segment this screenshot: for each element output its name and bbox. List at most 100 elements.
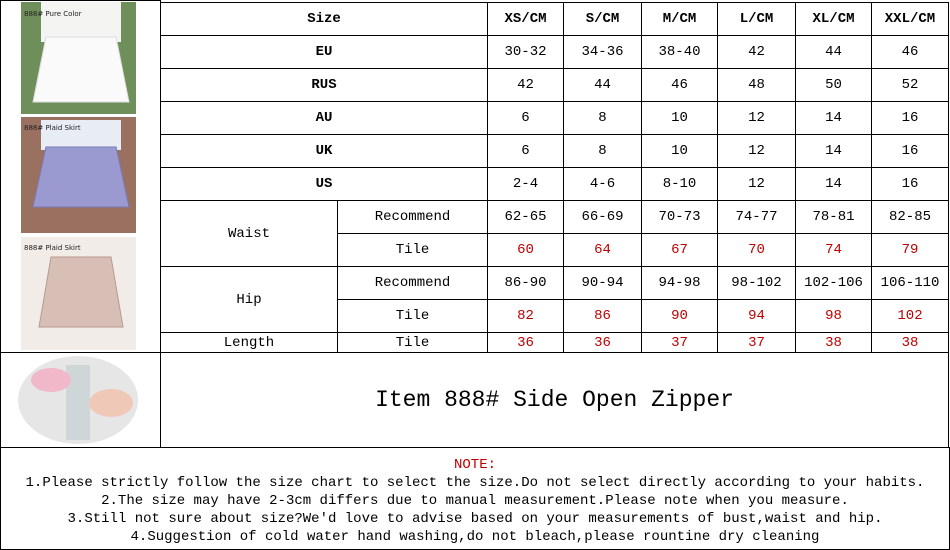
size-cell: 62-65 [487, 200, 564, 234]
row-label: US [160, 167, 488, 201]
group-label: Length [160, 332, 338, 353]
measure-label: Tile [337, 233, 488, 267]
photo-skirt [38, 256, 124, 328]
photo-skirt [32, 36, 130, 103]
header-cell: Size [160, 2, 488, 36]
notes-title: NOTE: [453, 457, 496, 473]
notes-box: NOTE: 1.Please strictly follow the size … [0, 447, 950, 550]
size-cell: 86-90 [487, 266, 564, 300]
size-cell: 44 [795, 35, 872, 69]
group-label: Waist [160, 200, 338, 267]
photos: 888# Pure Color 888# Plaid Skirt 888# Pl… [21, 2, 136, 350]
size-cell: 94 [717, 299, 796, 333]
size-cell: 94-98 [641, 266, 718, 300]
photo-column: 888# Pure Color 888# Plaid Skirt 888# Pl… [0, 0, 161, 353]
photo-caption: 888# Pure Color [24, 10, 82, 18]
size-cell: 98 [795, 299, 872, 333]
size-cell: 44 [563, 68, 642, 102]
size-cell: 38 [871, 332, 949, 353]
notes: NOTE: 1.Please strictly follow the size … [1, 448, 949, 546]
size-cell: 14 [795, 134, 872, 168]
size-cell: 16 [871, 101, 949, 135]
size-cell: 74-77 [717, 200, 796, 234]
photo-caption: 888# Plaid Skirt [24, 124, 81, 132]
size-cell: 10 [641, 134, 718, 168]
size-cell: 46 [871, 35, 949, 69]
size-cell: 36 [563, 332, 642, 353]
size-cell: 74 [795, 233, 872, 267]
size-cell: 90-94 [563, 266, 642, 300]
size-cell: 70 [717, 233, 796, 267]
size-cell: 64 [563, 233, 642, 267]
size-cell: 10 [641, 101, 718, 135]
row-label: AU [160, 101, 488, 135]
header-cell: L/CM [717, 2, 796, 36]
size-cell: 16 [871, 167, 949, 201]
size-cell: 38 [795, 332, 872, 353]
size-cell: 38-40 [641, 35, 718, 69]
row-label: RUS [160, 68, 488, 102]
header-cell: XXL/CM [871, 2, 949, 36]
header-cell: XL/CM [795, 2, 872, 36]
row-label: EU [160, 35, 488, 69]
size-cell: 12 [717, 167, 796, 201]
header-cell: XS/CM [487, 2, 564, 36]
size-cell: 102-106 [795, 266, 872, 300]
group-label: Hip [160, 266, 338, 333]
size-cell: 66-69 [563, 200, 642, 234]
measure-label: Recommend [337, 266, 488, 300]
size-cell: 82 [487, 299, 564, 333]
measure-label: Tile [337, 299, 488, 333]
size-cell: 79 [871, 233, 949, 267]
size-cell: 70-73 [641, 200, 718, 234]
size-cell: 98-102 [717, 266, 796, 300]
size-cell: 60 [487, 233, 564, 267]
photo-shirt [41, 2, 121, 42]
size-cell: 37 [717, 332, 796, 353]
size-cell: 37 [641, 332, 718, 353]
photo-hand [88, 389, 133, 417]
size-cell: 8 [563, 134, 642, 168]
zipper-photo [17, 356, 138, 444]
size-cell: 67 [641, 233, 718, 267]
zipper-photo-cell [0, 352, 161, 448]
size-cell: 86 [563, 299, 642, 333]
photo-caption: 888# Plaid Skirt [24, 244, 81, 252]
size-cell: 6 [487, 134, 564, 168]
size-cell: 90 [641, 299, 718, 333]
note-line: 4.Suggestion of cold water hand washing,… [130, 529, 820, 545]
photo-hand [30, 368, 71, 392]
size-cell: 14 [795, 167, 872, 201]
size-cell: 12 [717, 134, 796, 168]
size-cell: 50 [795, 68, 872, 102]
size-cell: 48 [717, 68, 796, 102]
item-title: Item 888# Side Open Zipper [160, 352, 949, 448]
size-cell: 42 [717, 35, 796, 69]
size-cell: 16 [871, 134, 949, 168]
measure-label: Tile [337, 332, 488, 353]
size-cell: 8 [563, 101, 642, 135]
note-line: 3.Still not sure about size?We'd love to… [67, 511, 883, 527]
size-cell: 36 [487, 332, 564, 353]
photo-skirt [32, 146, 130, 208]
size-cell: 2-4 [487, 167, 564, 201]
header-cell: M/CM [641, 2, 718, 36]
size-cell: 30-32 [487, 35, 564, 69]
photo-shirt [41, 120, 121, 150]
measure-label: Recommend [337, 200, 488, 234]
size-cell: 102 [871, 299, 949, 333]
size-cell: 6 [487, 101, 564, 135]
size-cell: 14 [795, 101, 872, 135]
size-cell: 106-110 [871, 266, 949, 300]
size-cell: 78-81 [795, 200, 872, 234]
size-cell: 46 [641, 68, 718, 102]
header-cell: S/CM [563, 2, 642, 36]
size-cell: 42 [487, 68, 564, 102]
size-cell: 52 [871, 68, 949, 102]
row-label: UK [160, 134, 488, 168]
size-cell: 4-6 [563, 167, 642, 201]
size-cell: 34-36 [563, 35, 642, 69]
size-cell: 82-85 [871, 200, 949, 234]
size-cell: 8-10 [641, 167, 718, 201]
